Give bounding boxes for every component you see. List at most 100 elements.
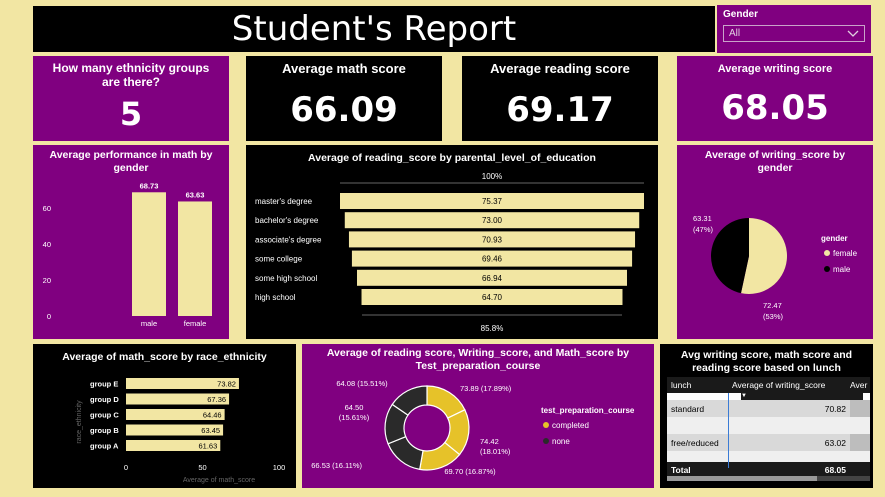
chart-title: Average of writing_score by gender [704,149,846,174]
chart-title: Average performance in math by gender [49,149,213,174]
writing-gender-pie: 72.47 (53%) 63.31 (47%) gender female male [693,214,858,321]
card-title: Average math score [282,61,406,76]
data-label: 70.93 [482,235,503,244]
bar [126,393,230,405]
data-label: 64.08 (15.51%) [336,379,388,388]
x-tick-label: male [141,319,157,328]
total-row: Total 68.05 [667,462,870,477]
reading-education-funnel-panel: Average of reading_score by parental_lev… [246,145,658,339]
math-race-chart: 73.82 group E 67.36 group D 64.46 group C 63.4… [76,378,286,484]
writing-gender-pie-panel: Average of writing_score by gender 72.47… [677,145,873,339]
test-prep-donut: 73.89 (17.89%) 74.42(18.01%) 69.70 (16.87%… [311,379,635,476]
category-label: bachelor's degree [255,216,319,225]
category-label: group B [90,426,119,435]
donut-slice [391,385,428,416]
legend-label: male [833,265,851,274]
avg-math-card: Average math score 66.09 [246,56,442,141]
scrollbar-thumb[interactable] [667,476,817,481]
lunch-table-panel: Avg writing score, math score and readin… [660,344,873,488]
y-tick-label: 60 [43,204,51,213]
page-title: Student's Report [231,9,517,49]
avg-writing-card: Average writing score 68.05 [677,56,873,141]
data-label: 72.47 [763,301,782,310]
legend-title: gender [821,234,848,243]
chart-title: Average of reading_score by parental_lev… [308,152,596,164]
legend-label: none [552,437,570,446]
category-label: group E [90,380,118,389]
category-label: master's degree [255,197,313,206]
chart-title: Average of reading score, Writing_score,… [326,347,630,372]
x-tick-label: 100 [273,463,286,472]
x-tick-label: 50 [198,463,206,472]
card-value: 69.17 [506,90,614,130]
y-tick-label: 20 [43,276,51,285]
table-row-spacer [667,451,870,462]
category-label: group C [90,411,119,420]
math-race-chart-panel: Average of math_score by race_ethnicity … [33,344,296,488]
category-label: some high school [255,274,317,283]
legend-marker [824,250,830,256]
table-row[interactable]: standard 70.82 [667,400,870,417]
card-title: Average reading score [490,61,630,76]
test-prep-donut-panel: Average of reading score, Writing_score,… [302,344,654,488]
card-value: 66.09 [290,90,398,130]
horizontal-scrollbar[interactable] [667,476,870,481]
x-tick-label: 0 [124,463,128,472]
legend-marker [543,422,549,428]
funnel-bar [357,269,627,286]
card-title: Average writing score [717,63,833,75]
category-label: some college [255,255,303,264]
data-label: 64.70 [482,293,503,302]
cell-extra [850,400,870,417]
cell-lunch: free/reduced [671,437,719,448]
data-label: 64.50 [345,403,364,412]
avg-reading-card: Average reading score 69.17 [462,56,658,141]
data-label: 73.00 [482,216,503,225]
data-label: 63.31 [693,214,712,223]
percent-label: (47%) [693,225,714,234]
data-label: 63.45 [201,426,220,435]
funnel-bottom-label: 85.8% [481,324,504,333]
category-label: associate's degree [255,235,322,244]
y-tick-label: 40 [43,240,51,249]
card-title: How many ethnicity groups are there? [52,61,210,89]
chevron-down-icon [847,30,859,37]
report-title-bar: Student's Report [33,6,715,52]
data-label: 74.42 [480,437,499,446]
gender-slicer: Gender All [717,5,871,53]
data-label: 64.46 [203,411,222,420]
cell-writing: 70.82 [824,403,846,414]
data-label: 68.73 [140,181,159,190]
funnel-top-label: 100% [482,172,502,181]
card-value: 68.05 [721,88,829,128]
gender-dropdown[interactable]: All [723,25,865,42]
table-row[interactable]: free/reduced 63.02 [667,434,870,451]
y-tick-label: 0 [47,312,51,321]
math-gender-chart-panel: Average performance in math by gender 0 2… [33,145,229,339]
sort-desc-icon: ▼ [741,393,863,400]
data-label: 69.70 (16.87%) [444,467,496,476]
pie-slice [741,218,787,294]
data-label: 69.46 [482,255,503,264]
ethnicity-count-card: How many ethnicity groups are there? 5 [33,56,229,141]
y-axis-label: race_ethnicity [76,400,83,444]
chart-title: Average of math_score by race_ethnicity [62,351,267,363]
funnel-bar [340,193,644,209]
funnel-bar [344,212,640,229]
data-label: 67.36 [207,395,226,404]
bar [132,192,166,316]
slicer-label: Gender [723,9,759,20]
percent-label: (15.61%) [339,413,370,422]
math-gender-chart: 0 20 40 60 68.73 male 63.63 female [43,181,212,328]
column-divider [728,393,729,468]
column-header-lunch[interactable]: lunch [671,380,692,390]
data-label: 61.63 [199,442,218,451]
data-label: 66.53 (16.11%) [311,461,362,470]
table-header: lunch Average of writing_score Aver [667,377,870,393]
column-header-extra[interactable]: Aver [850,380,868,390]
column-header-writing[interactable]: Average of writing_score [732,380,826,390]
data-label: 63.63 [186,190,205,199]
bar [126,424,224,436]
bar [126,440,221,451]
chart-title: Avg writing score, math score and readin… [680,349,853,374]
